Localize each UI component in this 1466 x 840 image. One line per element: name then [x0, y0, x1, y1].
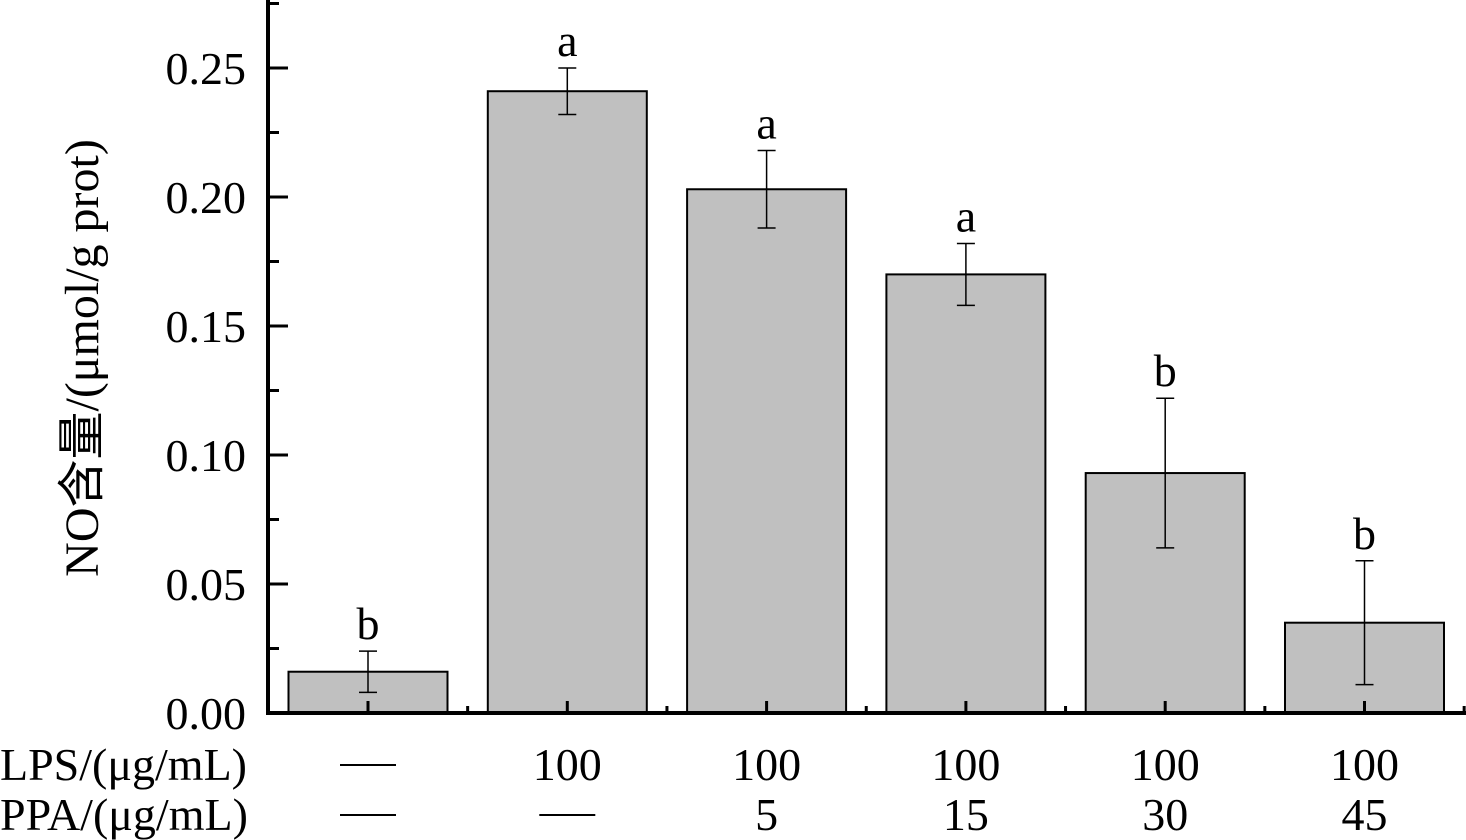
ppa-value: 30 [1142, 789, 1188, 840]
significance-letter: a [956, 190, 976, 241]
significance-letter: b [357, 598, 380, 649]
bar [885, 273, 1047, 714]
lps-value: 100 [732, 739, 801, 790]
y-tick-label: 0.10 [166, 430, 247, 481]
y-tick-label: 0.15 [166, 301, 247, 352]
ppa-row-label: PPA/(μg/mL) [0, 789, 248, 840]
bar [486, 90, 648, 715]
significance-letter: b [1154, 345, 1177, 396]
significance-letter: a [557, 15, 577, 66]
lps-row-label: LPS/(μg/mL) [0, 739, 247, 790]
ppa-value: 15 [943, 789, 989, 840]
lps-value: 100 [533, 739, 602, 790]
lps-value: 100 [1131, 739, 1200, 790]
y-tick-label: 0.20 [166, 172, 247, 223]
significance-letter: a [756, 98, 776, 149]
lps-value: 100 [1330, 739, 1399, 790]
y-tick-label: 0.25 [166, 43, 247, 94]
y-tick-label: 0.00 [166, 688, 247, 739]
y-axis-label: NO含量/(μmol/g prot) [56, 139, 109, 577]
bar [686, 188, 848, 714]
lps-value: 100 [931, 739, 1000, 790]
ppa-value: 5 [755, 789, 778, 840]
y-tick-label: 0.05 [166, 559, 247, 610]
ppa-value: 45 [1342, 789, 1388, 840]
significance-letter: b [1353, 508, 1376, 559]
